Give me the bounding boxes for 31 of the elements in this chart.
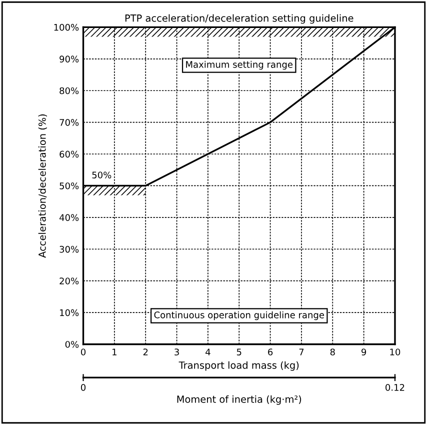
y-tick-label: 100% xyxy=(54,24,79,31)
x-tick-label: 10 xyxy=(390,348,400,356)
x-axis-title: Transport load mass (kg) xyxy=(178,361,299,371)
y-tick-label: 10% xyxy=(60,309,79,316)
x-tick-label: 4 xyxy=(206,348,210,356)
x2-tick-label: 0 xyxy=(80,384,86,391)
y-tick-label: 20% xyxy=(60,278,79,284)
y-tick-label: 40% xyxy=(59,214,79,221)
x-tick-label: 8 xyxy=(330,348,335,356)
y-tick-label: 50% xyxy=(60,182,79,190)
x-tick-label: 2 xyxy=(143,348,148,356)
x-tick-label: 1 xyxy=(112,348,116,356)
band-label: Maximum setting range xyxy=(186,60,293,70)
x-tick-label: 3 xyxy=(174,348,179,356)
y-tick-label: 0% xyxy=(65,340,79,348)
annotation: 50% xyxy=(92,172,112,178)
y-tick-label: 60% xyxy=(60,150,79,158)
y-tick-label: 80% xyxy=(60,87,79,94)
annotation: Continuous operation guideline range xyxy=(154,311,324,320)
x-tick-label: 5 xyxy=(236,348,242,356)
chart-title: PTP acceleration/deceleration setting guideline xyxy=(125,14,354,24)
x2-tick-label: 0.12 xyxy=(386,384,404,391)
x-tick-label: 7 xyxy=(299,348,304,356)
x-tick-label: 9 xyxy=(362,348,366,356)
y-tick-label: 30% xyxy=(60,246,79,253)
y-axis-title: Acceleration/deceleration (%) xyxy=(38,114,47,258)
x-tick-label: 0 xyxy=(80,348,86,356)
x-tick-label: 6 xyxy=(268,348,273,356)
y-tick-label: 90% xyxy=(60,56,79,62)
x2-axis-title: Moment of inertia (kg·m²) xyxy=(177,395,302,405)
y-tick-label: 70% xyxy=(60,119,79,126)
